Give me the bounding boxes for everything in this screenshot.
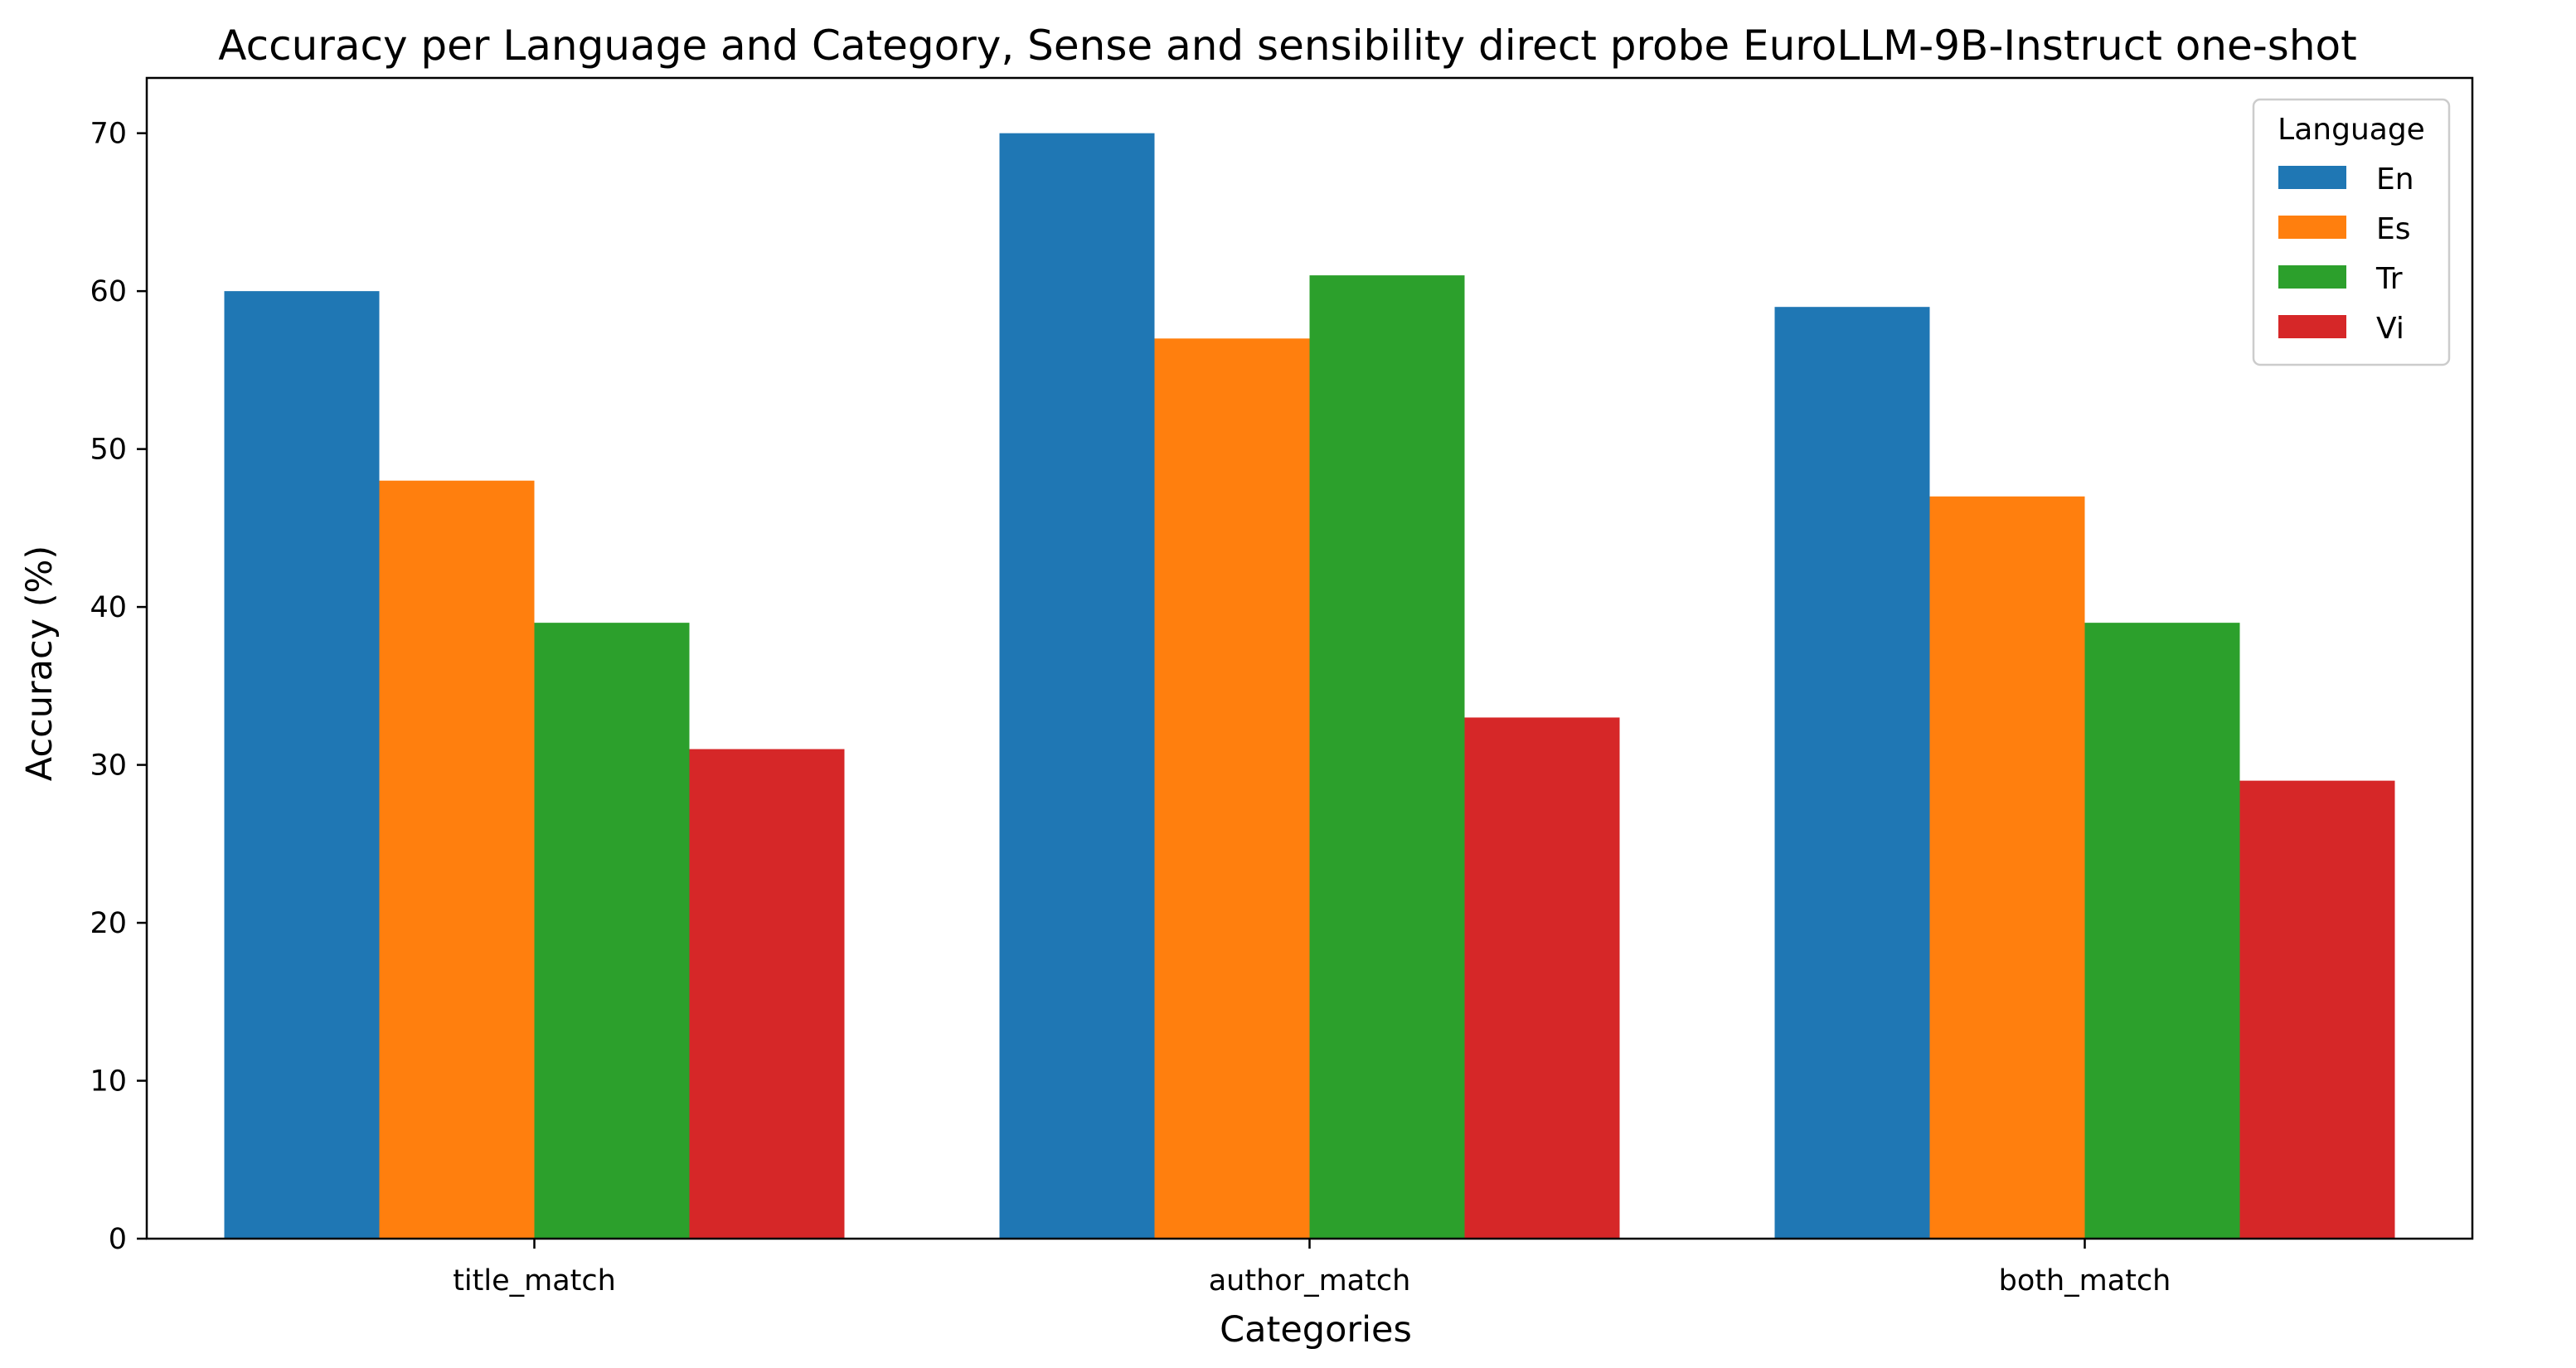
y-tick-label: 50 (90, 434, 127, 467)
bar-tr-both_match (2084, 623, 2240, 1239)
y-axis-ticks: 0 10 20 30 40 50 60 70 (90, 118, 147, 1256)
plot-frame (145, 76, 2474, 1240)
legend-items: En Es Tr Vi (2278, 163, 2414, 346)
legend-swatch-vi (2278, 315, 2346, 338)
bar-tr-author_match (1309, 275, 1465, 1239)
y-tick-label: 30 (90, 749, 127, 783)
legend-swatch-en (2278, 166, 2346, 189)
y-tick-label: 20 (90, 907, 127, 940)
x-tick-label-author_match: author_match (1209, 1264, 1411, 1298)
legend-title: Language (2278, 113, 2425, 147)
x-axis-label: Categories (1220, 1309, 1412, 1351)
bar-en-both_match (1774, 307, 1930, 1239)
bar-es-author_match (1154, 338, 1310, 1239)
bar-tr-title_match (534, 623, 690, 1239)
bar-es-title_match (379, 480, 535, 1239)
legend-label-tr: Tr (2375, 262, 2403, 296)
y-axis-label: Accuracy (%) (19, 546, 61, 781)
legend-swatch-es (2278, 216, 2346, 239)
y-tick-label: 10 (90, 1065, 127, 1099)
legend-swatch-tr (2278, 265, 2346, 289)
chart-title: Accuracy per Language and Category, Sens… (218, 22, 2356, 70)
legend-label-vi: Vi (2376, 312, 2404, 346)
x-axis-ticks: title_match author_match both_match (453, 1239, 2171, 1298)
legend-label-es: Es (2376, 212, 2411, 246)
bar-vi-both_match (2239, 780, 2395, 1239)
bar-en-author_match (999, 133, 1155, 1239)
bars-group (224, 133, 2395, 1239)
x-tick-label-both_match: both_match (1999, 1264, 2171, 1298)
x-tick-label-title_match: title_match (453, 1264, 616, 1298)
y-tick-label: 40 (90, 591, 127, 624)
y-tick-label: 0 (109, 1223, 127, 1256)
bar-vi-author_match (1464, 717, 1620, 1239)
legend-label-en: En (2376, 163, 2414, 196)
bar-vi-title_match (689, 749, 845, 1239)
y-tick-label: 60 (90, 275, 127, 308)
y-tick-label: 70 (90, 118, 127, 151)
legend: Language En Es Tr Vi (2252, 98, 2451, 366)
bar-en-title_match (224, 291, 380, 1239)
bar-es-both_match (1929, 496, 2085, 1239)
